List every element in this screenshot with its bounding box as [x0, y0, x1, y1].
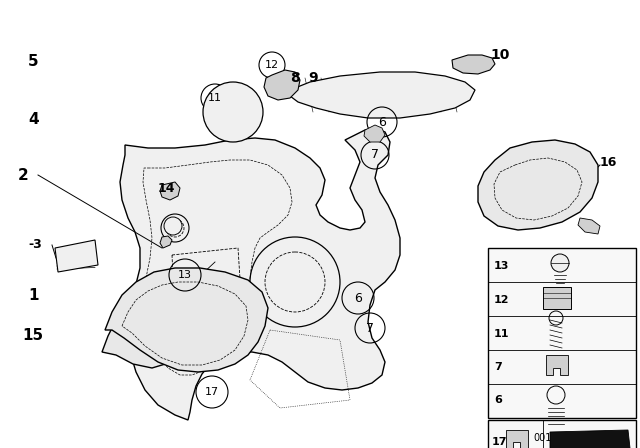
Text: 7: 7: [366, 322, 374, 335]
Bar: [488, 248, 636, 418]
Polygon shape: [364, 125, 385, 142]
Text: 14: 14: [158, 181, 175, 194]
Text: 8: 8: [290, 71, 300, 85]
Polygon shape: [478, 140, 598, 230]
Text: 4: 4: [28, 112, 38, 128]
Text: 6: 6: [354, 292, 362, 305]
Text: 12: 12: [265, 60, 279, 70]
Polygon shape: [546, 355, 568, 375]
Text: 6: 6: [378, 116, 386, 129]
Text: -3: -3: [28, 238, 42, 251]
Polygon shape: [55, 240, 98, 272]
Polygon shape: [102, 294, 202, 368]
Text: 17: 17: [205, 387, 219, 397]
Polygon shape: [160, 182, 180, 200]
Circle shape: [161, 214, 189, 242]
Text: 9: 9: [308, 71, 317, 85]
Text: 1: 1: [28, 288, 38, 302]
Polygon shape: [506, 430, 528, 448]
Circle shape: [250, 237, 340, 327]
Polygon shape: [578, 218, 600, 234]
Bar: [488, 420, 636, 448]
Text: 13: 13: [178, 270, 192, 280]
Text: 10: 10: [490, 48, 509, 62]
Polygon shape: [120, 128, 400, 420]
Circle shape: [164, 217, 182, 235]
Text: 17: 17: [492, 437, 508, 447]
Text: 13: 13: [494, 261, 509, 271]
Polygon shape: [105, 268, 268, 372]
Text: 7: 7: [371, 148, 379, 161]
Text: 00153585: 00153585: [533, 433, 582, 443]
Polygon shape: [550, 430, 630, 448]
Text: 2: 2: [18, 168, 29, 182]
Polygon shape: [264, 70, 300, 100]
Text: 5: 5: [28, 55, 38, 69]
Text: 11: 11: [494, 329, 509, 339]
Text: 15: 15: [22, 327, 43, 343]
Polygon shape: [452, 55, 495, 74]
Circle shape: [203, 82, 263, 142]
Polygon shape: [290, 72, 475, 118]
Circle shape: [551, 254, 569, 272]
Text: 16: 16: [600, 155, 618, 168]
Text: 6: 6: [494, 395, 502, 405]
Text: 12: 12: [494, 295, 509, 305]
Text: 7: 7: [494, 362, 502, 372]
Bar: [543, 287, 571, 309]
Text: 11: 11: [208, 93, 222, 103]
Polygon shape: [160, 236, 172, 248]
